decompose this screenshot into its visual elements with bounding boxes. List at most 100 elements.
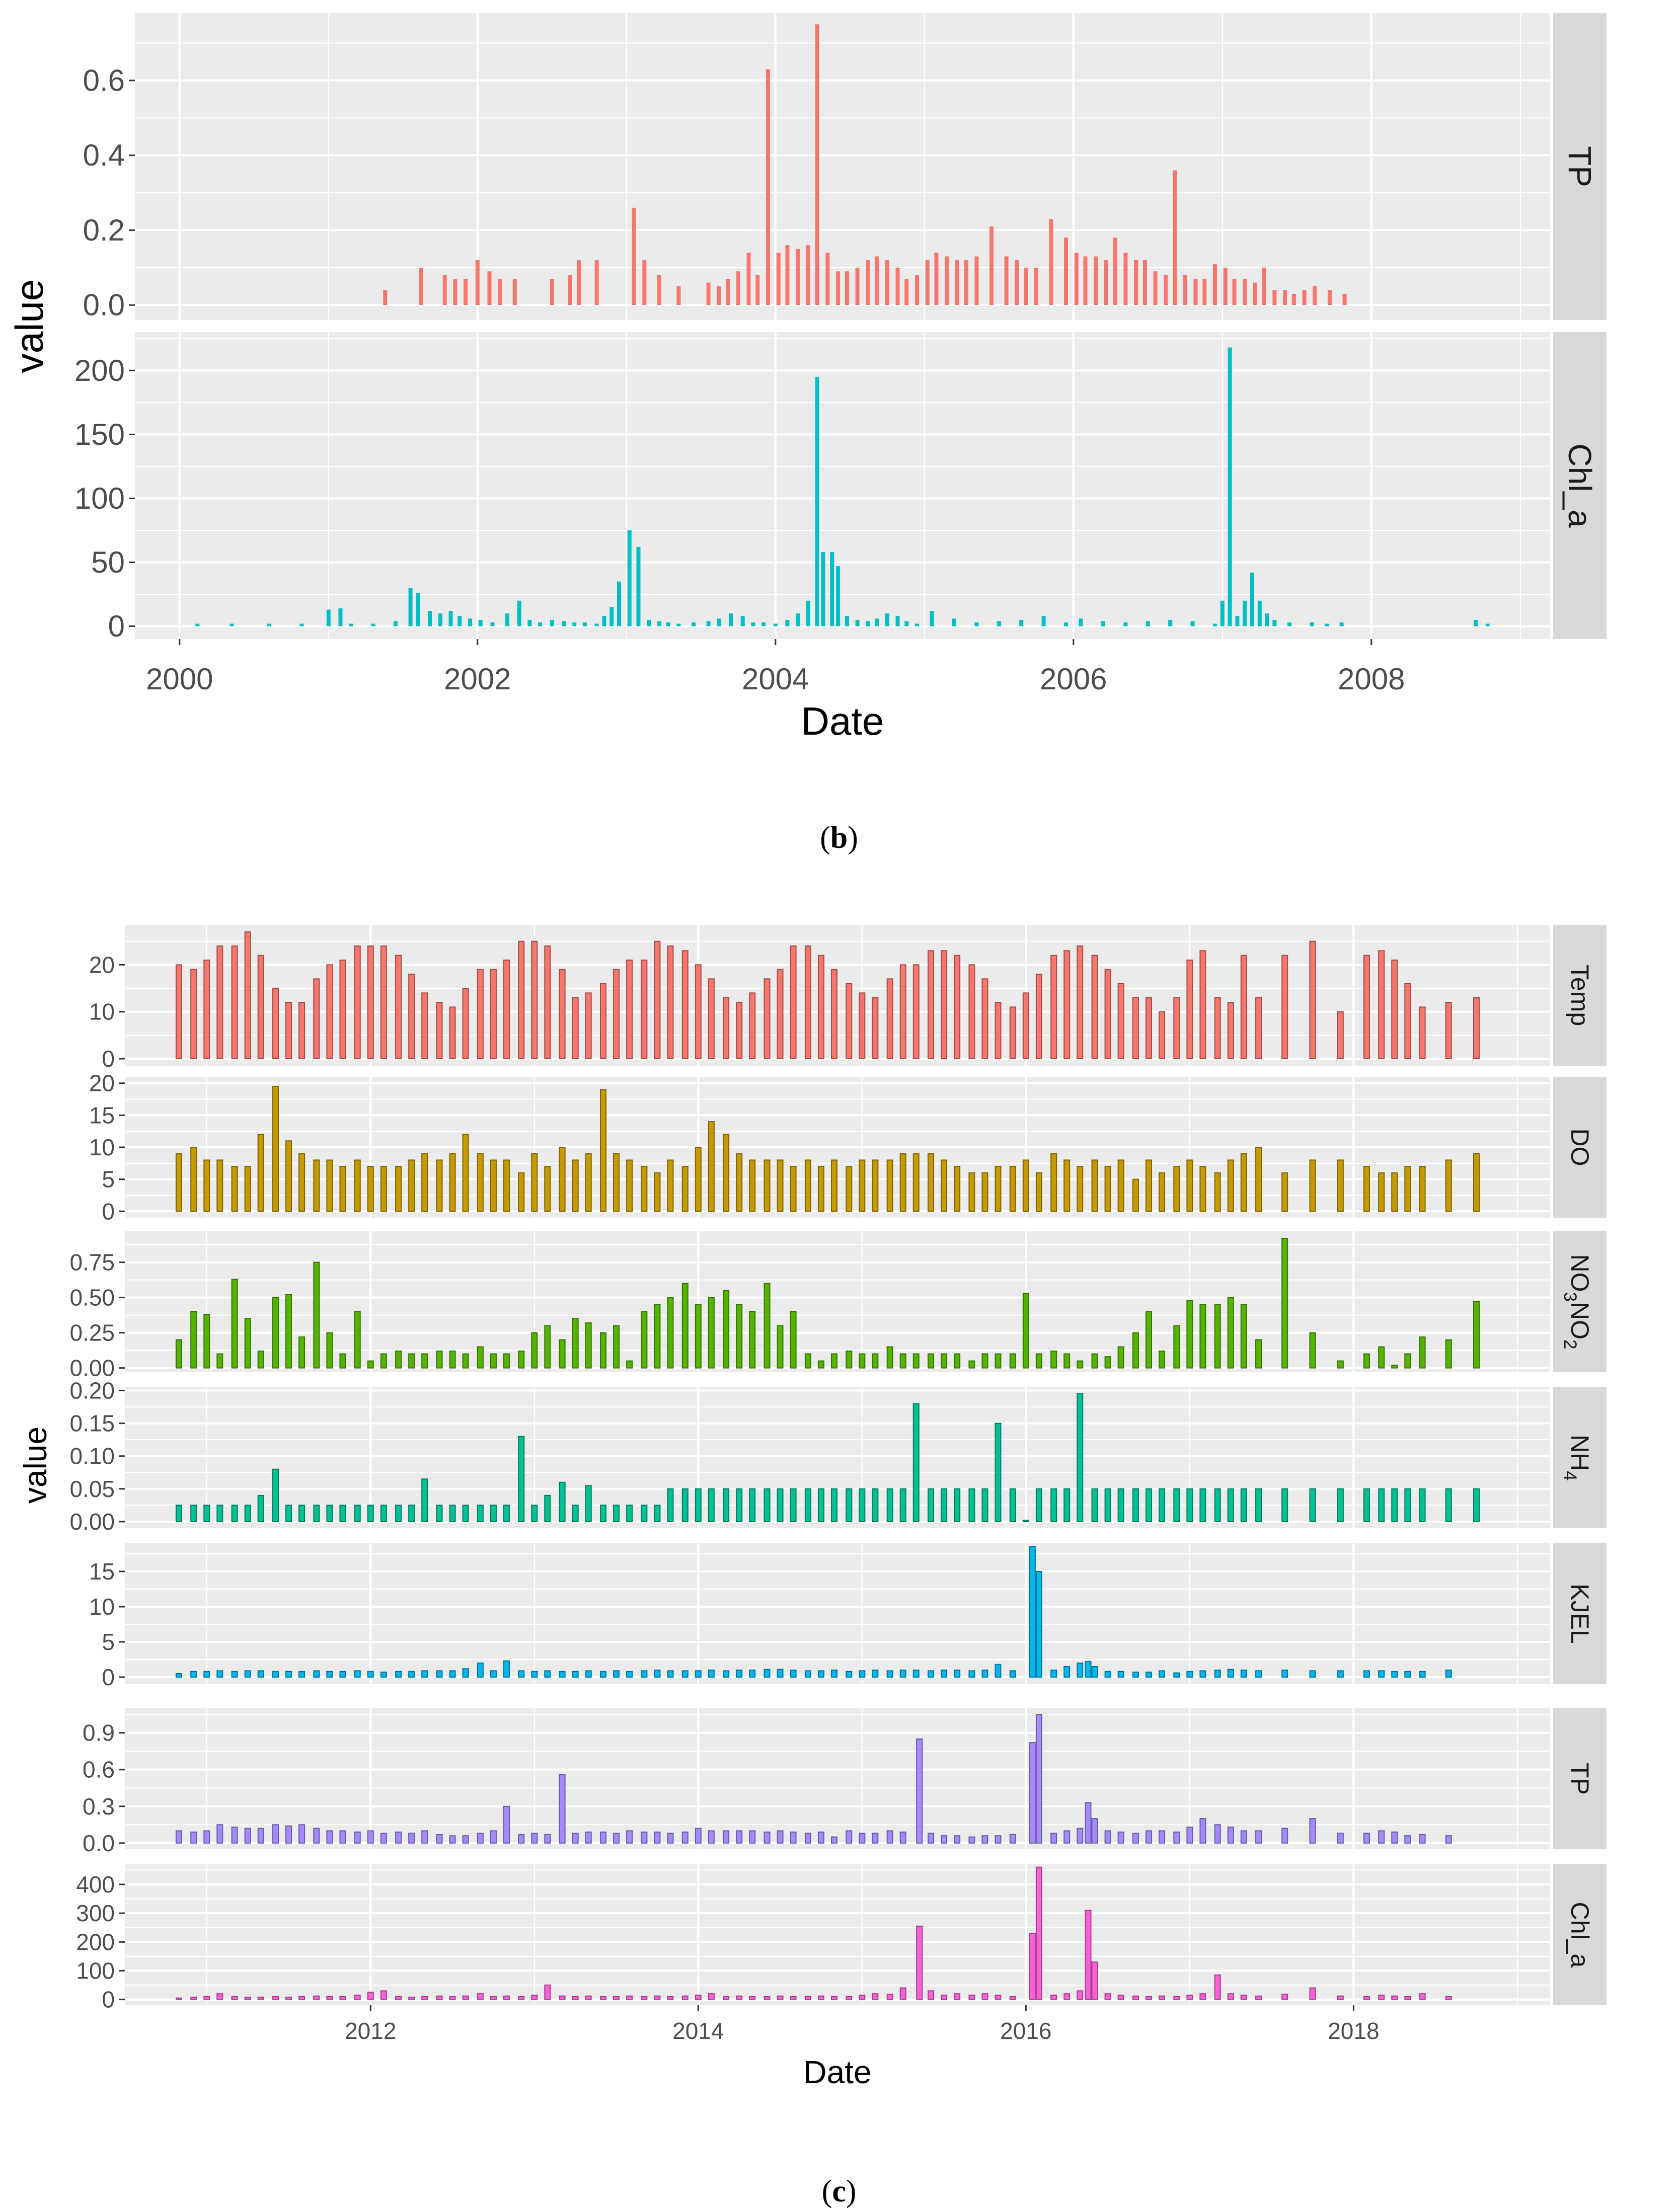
bar [855,619,860,626]
bar [518,1670,525,1678]
bar [1146,621,1150,626]
bar [1123,253,1128,305]
bar [995,1835,1002,1844]
bar [490,1670,497,1678]
y-tick-label: 0.6 [83,1757,115,1783]
bar [544,1834,551,1844]
bar [1240,1830,1247,1844]
bar [1173,1166,1180,1212]
bar [1145,1159,1152,1212]
facet-c-Temp: 0 10 20 Temp [89,925,1607,1072]
y-tick-label: 15 [89,1558,115,1585]
facet-strip [1553,1543,1607,1684]
bar [531,1332,538,1369]
bar [505,613,509,626]
bar [1404,1488,1411,1522]
bar [681,1488,689,1522]
bar [723,1830,730,1844]
bar [667,1297,674,1369]
bar [464,279,468,305]
bar [830,1353,837,1369]
bar [817,1995,824,2000]
bar [846,1488,853,1522]
bar [708,1670,715,1678]
bar [550,619,554,626]
bar [594,260,599,305]
facet-b-Chl_a: 0 50 100 150 200 Chl_a [74,332,1607,643]
bar [1255,1830,1262,1844]
bar [1009,1996,1016,2000]
bar [380,945,387,1059]
bar [326,1671,333,1678]
bar [572,1318,579,1369]
bar [736,1830,743,1844]
bar [777,1325,784,1369]
bar [313,1828,320,1844]
bar [527,619,532,626]
bar [830,1670,837,1678]
bar [544,1670,551,1678]
bar [1041,616,1046,626]
bar [1240,1304,1247,1369]
bar [723,1488,730,1522]
bar [600,1505,607,1522]
bar [859,1488,866,1522]
bar [776,253,781,305]
bar [1145,1996,1152,2000]
bar [846,983,853,1059]
bar [203,1314,210,1369]
bar [585,1322,592,1369]
bar [462,1505,469,1522]
bar [981,1172,988,1212]
bar [790,1311,797,1369]
bar [272,988,279,1059]
bar [968,1995,975,2000]
bar [899,964,906,1060]
y-tick-label: 15 [89,1102,115,1128]
bar [349,623,353,626]
bar [1473,1301,1480,1369]
bar [1309,1818,1316,1844]
bar [626,960,633,1059]
bar [872,1993,879,2000]
bar [1445,1996,1452,2000]
bar [600,1332,607,1369]
bar [749,1488,756,1522]
panel-background [125,1543,1550,1684]
bar [764,1159,771,1212]
bar [326,609,331,626]
bar [676,623,681,626]
bar [995,1002,1002,1059]
bar [846,1166,853,1212]
bar [298,1153,306,1212]
bar [925,260,930,305]
bar [531,1671,538,1678]
bar [1029,1546,1036,1678]
bar [544,1166,551,1212]
bar [706,282,711,305]
bar [736,271,740,305]
bar [175,964,182,1060]
bar [442,275,447,305]
bar [912,1670,920,1678]
bar [904,279,909,305]
bar [544,945,551,1059]
bar [830,552,834,626]
bar [804,1996,811,2000]
bar [190,1505,197,1522]
y-tick-label: 0.4 [83,138,125,172]
bar [1339,622,1344,626]
bar [1079,618,1083,626]
bar [1243,279,1247,305]
bar [764,1831,771,1844]
bar [654,1505,661,1522]
bar [421,1830,428,1844]
bar [1227,1488,1234,1522]
bar [490,1505,497,1522]
bar [1255,1670,1262,1678]
bar [695,1488,702,1522]
bar [448,611,453,626]
bar [928,1833,935,1844]
facet-strip [1553,1231,1607,1372]
